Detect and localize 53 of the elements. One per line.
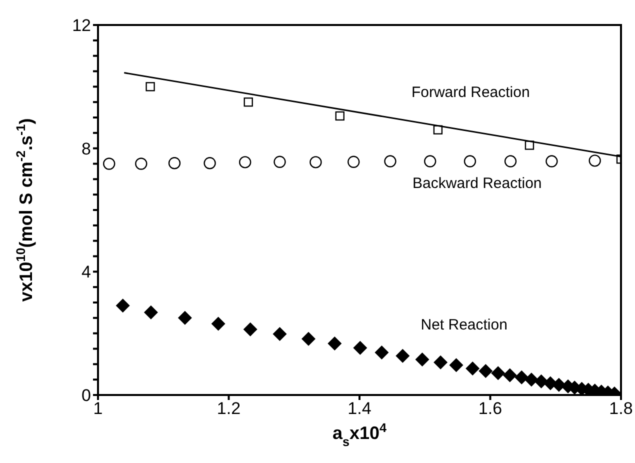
point: [168, 157, 181, 170]
point: [449, 358, 464, 372]
point: [310, 156, 322, 168]
point: [434, 355, 448, 370]
point: [243, 322, 258, 336]
point: [504, 155, 517, 168]
y-tick-label: 4: [82, 262, 91, 282]
y-tick-label: 12: [72, 16, 91, 36]
x-tick-label: 1.4: [348, 399, 372, 418]
annotation: Backward Reaction: [412, 174, 542, 192]
point: [524, 372, 538, 387]
point: [178, 310, 192, 325]
y-tick-label: 8: [82, 139, 91, 158]
point: [534, 374, 548, 388]
point: [116, 298, 130, 313]
point: [348, 156, 360, 168]
point: [466, 361, 480, 376]
point: [103, 158, 116, 170]
x-tick-label: 1.2: [216, 399, 241, 418]
y-tick-label: 0: [82, 386, 91, 406]
point: [335, 111, 344, 121]
point: [211, 316, 226, 331]
point: [424, 155, 436, 168]
point: [478, 364, 493, 378]
point: [328, 336, 342, 351]
point: [396, 348, 410, 363]
point: [433, 125, 443, 134]
point: [514, 370, 529, 384]
point: [144, 305, 158, 320]
point: [302, 332, 316, 346]
point: [524, 140, 534, 150]
x-axis-title: a$_{s}$x10$^{4}$: [332, 421, 387, 449]
point: [374, 345, 389, 360]
point: [353, 340, 368, 355]
point: [274, 156, 286, 168]
point: [204, 157, 216, 170]
point: [272, 326, 287, 341]
annotation: Forward Reaction: [411, 84, 530, 101]
point: [238, 156, 252, 168]
annotation: Net Reaction: [420, 316, 508, 334]
point: [135, 158, 148, 170]
x-tick-label: 1.8: [609, 399, 633, 418]
point: [384, 155, 396, 168]
point: [464, 155, 476, 168]
point: [546, 155, 558, 168]
x-tick-label: 1.6: [478, 399, 502, 418]
point: [244, 97, 253, 107]
point: [502, 368, 517, 382]
point: [415, 352, 430, 367]
x-tick-label: 1: [93, 399, 103, 418]
point: [588, 154, 601, 167]
point: [491, 366, 506, 380]
point: [146, 82, 155, 92]
